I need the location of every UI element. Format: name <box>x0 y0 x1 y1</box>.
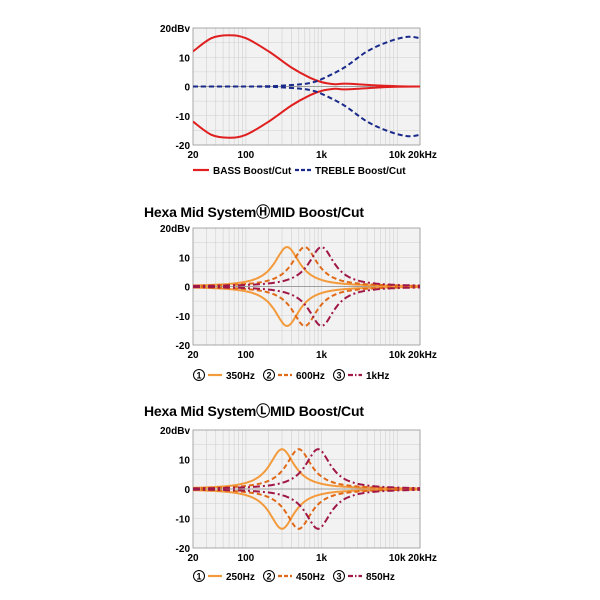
y-tick-label: -20 <box>176 141 191 152</box>
series-line-450hz-1 <box>193 488 420 530</box>
x-tick-label: 100 <box>238 553 255 564</box>
legend-label: BASS Boost/Cut <box>213 166 292 177</box>
hexa-mid-h-title: Hexa Mid SystemⒽMID Boost/Cut <box>144 204 364 220</box>
series-line-600hz-0 <box>193 245 420 287</box>
x-tick-label: 20kHz <box>408 350 437 361</box>
series-line-850hz-0 <box>193 448 420 490</box>
x-tick-label: 100 <box>238 350 255 361</box>
legend-number: 3 <box>336 371 341 381</box>
x-tick-label: 20 <box>187 150 199 161</box>
legend-label: TREBLE Boost/Cut <box>315 166 406 177</box>
legend-label: 600Hz <box>296 371 325 382</box>
legend-label: 850Hz <box>366 572 395 583</box>
legend-number-circle <box>333 570 345 582</box>
y-tick-label: 0 <box>184 485 190 496</box>
y-tick-label: 20dBv <box>160 224 190 235</box>
series-line-450hz-0 <box>193 448 420 490</box>
y-tick-label: -10 <box>176 515 191 526</box>
y-tick-label: -20 <box>176 341 191 352</box>
legend-number: 3 <box>336 572 341 582</box>
x-tick-label: 20 <box>187 553 199 564</box>
y-tick-label: 0 <box>184 83 190 94</box>
x-tick-label: 10k <box>389 350 406 361</box>
y-tick-label: 20dBv <box>160 426 190 437</box>
legend-number: 2 <box>266 572 271 582</box>
x-tick-label: 100 <box>238 150 255 161</box>
legend-label: 350Hz <box>226 371 255 382</box>
y-tick-label: -20 <box>176 544 191 555</box>
x-tick-label: 1k <box>316 150 328 161</box>
x-tick-label: 10k <box>389 150 406 161</box>
x-tick-label: 1k <box>316 553 328 564</box>
legend-number: 1 <box>196 371 201 381</box>
y-tick-label: 10 <box>179 53 191 64</box>
y-tick-label: -10 <box>176 112 191 123</box>
hexa-mid-l-title: Hexa Mid SystemⓁMID Boost/Cut <box>144 403 364 419</box>
series-line-s3-0 <box>193 85 420 138</box>
legend-number: 1 <box>196 572 201 582</box>
series-line-850hz-1 <box>193 488 420 530</box>
y-tick-label: 20dBv <box>160 24 190 35</box>
legend-number: 2 <box>266 371 271 381</box>
series-line-600hz-1 <box>193 286 420 328</box>
legend-number-circle <box>263 369 275 381</box>
y-tick-label: 0 <box>184 283 190 294</box>
y-tick-label: 10 <box>179 253 191 264</box>
x-tick-label: 20kHz <box>408 150 437 161</box>
legend-label: 450Hz <box>296 572 325 583</box>
x-tick-label: 20kHz <box>408 553 437 564</box>
legend-number-circle <box>193 570 205 582</box>
x-tick-label: 10k <box>389 553 406 564</box>
legend-label: 250Hz <box>226 572 255 583</box>
y-tick-label: 10 <box>179 456 191 467</box>
legend-label: 1kHz <box>366 371 389 382</box>
legend-number-circle <box>263 570 275 582</box>
y-tick-label: -10 <box>176 312 191 323</box>
legend-number-circle <box>193 369 205 381</box>
legend-number-circle <box>333 369 345 381</box>
x-tick-label: 1k <box>316 350 328 361</box>
x-tick-label: 20 <box>187 350 199 361</box>
